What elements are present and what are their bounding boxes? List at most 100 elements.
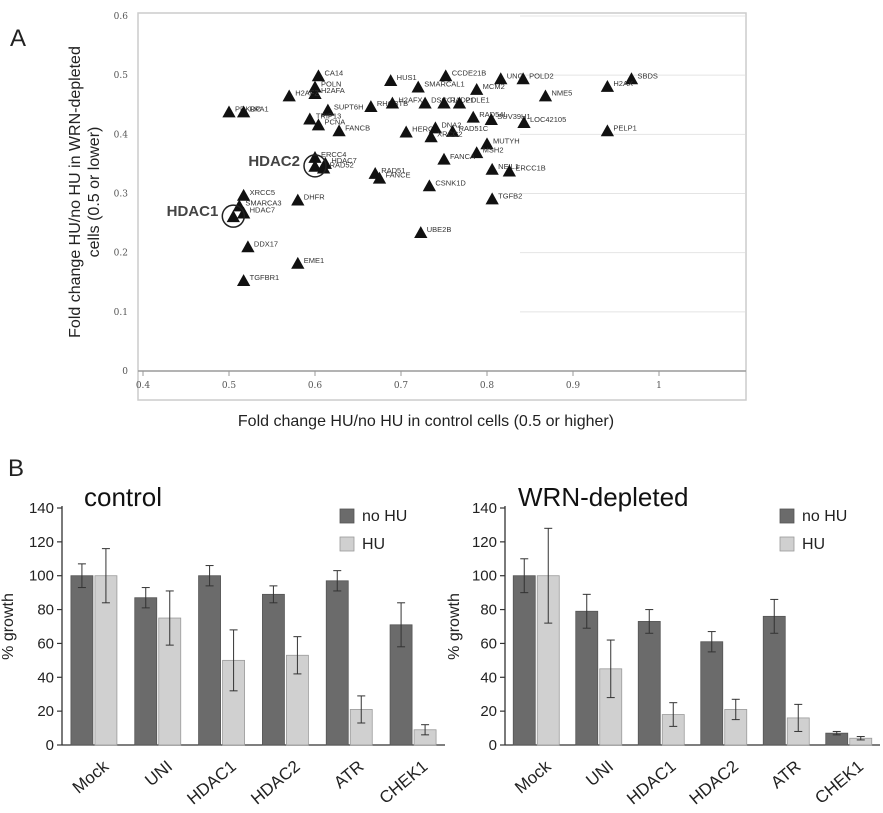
- scatter-point: [236, 188, 251, 201]
- scatter-point-label: EME1: [304, 256, 324, 265]
- scatter-y-tick-label: 0.1: [114, 308, 128, 318]
- y-tick-label: 20: [37, 703, 54, 720]
- category-label: Mock: [69, 756, 113, 797]
- scatter-y-tick-label: 0.2: [114, 249, 128, 259]
- scatter-x-tick-label: 0.8: [480, 381, 495, 391]
- scatter-point: [600, 80, 615, 92]
- scatter-point-label: TGFB2: [498, 191, 522, 200]
- scatter-point-label: SUV39H1: [497, 112, 530, 121]
- legend-label: no HU: [362, 508, 407, 525]
- scatter-point: [485, 192, 499, 205]
- scatter-highlighted-points: HDAC1 HDAC2: [167, 153, 327, 228]
- scatter-point: [236, 274, 251, 286]
- bar: [262, 593, 285, 746]
- category-label: ATR: [330, 757, 367, 793]
- scatter-point: [411, 80, 425, 93]
- scatter-point-label: ERCC1B: [515, 164, 545, 173]
- scatter-point-label: SUPT6H: [334, 103, 364, 112]
- scatter-point: [414, 226, 428, 239]
- scatter-point-label: PELP1: [613, 123, 636, 132]
- scatter-point: [222, 105, 236, 118]
- scatter-point: [437, 96, 451, 109]
- category-label: CHEK1: [811, 757, 867, 808]
- scatter-point: [428, 121, 443, 134]
- bar-chart-wrn-depleted: 0 20 40 60 80 100 120 140 % growth WRN-depleted Mo…: [446, 482, 880, 808]
- y-tick-label: 60: [37, 635, 54, 652]
- scatter-point: [502, 164, 517, 177]
- legend-swatch: [339, 508, 355, 524]
- scatter-point-label: TRIP13: [316, 112, 341, 121]
- scatter-point-label: PRKDC: [235, 104, 262, 113]
- scatter-point-label: FANCA: [450, 152, 475, 161]
- scatter-point: [321, 103, 335, 116]
- scatter-point: [332, 124, 346, 137]
- y-tick-label: 120: [472, 534, 497, 551]
- scatter-point: [422, 179, 437, 192]
- scatter-x-ticks: 0.4 0.5 0.6 0.7 0.8 0.9 1: [136, 371, 662, 391]
- scatter-point: [311, 69, 326, 82]
- bar: [512, 575, 536, 746]
- scatter-point-label: RPA1: [250, 104, 269, 113]
- category-label: HDAC1: [623, 757, 679, 809]
- scatter-point-label: DNA2: [441, 120, 461, 129]
- scatter-point-label: HUS1: [397, 73, 417, 82]
- bar: [637, 621, 661, 746]
- scatter-point-label: XRCC5: [250, 188, 275, 197]
- scatter-plot-frame: [137, 12, 747, 401]
- bar: [134, 597, 158, 746]
- scatter-point-label: CA14: [324, 68, 343, 77]
- scatter-point: [538, 89, 553, 102]
- legend-swatch: [339, 536, 355, 552]
- scatter-point-label: MUTYH: [493, 136, 520, 145]
- y-tick-label: 60: [480, 635, 497, 652]
- highlight-label: HDAC1: [167, 203, 219, 220]
- scatter-point-highlighted: [226, 210, 240, 223]
- scatter-point-label: CCDE21B: [452, 68, 487, 77]
- y-axis-title: % growth: [446, 593, 463, 660]
- highlight-ring: [303, 154, 327, 178]
- highlight-ring: [221, 204, 246, 228]
- category-label: Mock: [511, 756, 555, 797]
- scatter-point-label: MSH2: [483, 145, 504, 154]
- scatter-point-label: FANCB: [345, 123, 370, 132]
- scatter-x-axis-title: Fold change HU/no HU in control cells (0…: [238, 413, 614, 430]
- scatter-y-tick-label: 0.5: [114, 71, 129, 81]
- scatter-point-label: FANCE: [386, 171, 411, 180]
- y-tick-label: 120: [29, 534, 54, 551]
- scatter-point-label: DDX17: [254, 239, 278, 248]
- scatter-point-label: HDAC7: [250, 206, 275, 215]
- legend-label: HU: [362, 536, 385, 553]
- scatter-point: [437, 152, 451, 165]
- scatter-point-label: CSNK1D: [435, 178, 466, 187]
- scatter-point: [311, 118, 326, 131]
- scatter-point-label: RAD54L: [479, 110, 507, 119]
- scatter-point: [236, 105, 251, 118]
- legend-label: HU: [802, 536, 825, 553]
- legend-label: no HU: [802, 508, 847, 525]
- category-label: HDAC1: [184, 757, 240, 809]
- scatter-point-label: RAD21: [450, 96, 474, 105]
- scatter-gridlines: [520, 15, 745, 313]
- y-tick-label: 40: [37, 669, 54, 686]
- scatter-y-axis-title-line2: cells (0.5 or lower): [86, 127, 103, 258]
- scatter-point-label: UNG: [507, 71, 524, 80]
- y-tick-label: 100: [472, 568, 497, 585]
- category-label: CHEK1: [376, 757, 432, 808]
- panel-letter-b: B: [8, 455, 24, 482]
- scatter-y-tick-label: 0.3: [114, 190, 129, 200]
- scatter-point-label: H2AFA: [321, 86, 345, 95]
- scatter-point: [484, 113, 498, 126]
- scatter-point-label: SBDS: [637, 71, 657, 80]
- legend-swatch: [779, 536, 795, 552]
- scatter-point: [308, 80, 322, 93]
- scatter-point: [308, 87, 322, 99]
- scatter-point-label: SMARCAL1: [424, 80, 464, 89]
- scatter-y-axis-title-line1: Fold change HU/no HU in WRN-depleted: [67, 46, 84, 338]
- legend-swatch: [779, 508, 795, 524]
- scatter-point-label: SMARCA3: [245, 199, 281, 208]
- scatter-point: [372, 171, 387, 184]
- scatter-plot: 0.4 0.5 0.6 0.7 0.8 0.9 1 00.10.20.30.40.50.6 …: [67, 12, 747, 430]
- scatter-point: [466, 110, 480, 123]
- scatter-point: [241, 240, 255, 253]
